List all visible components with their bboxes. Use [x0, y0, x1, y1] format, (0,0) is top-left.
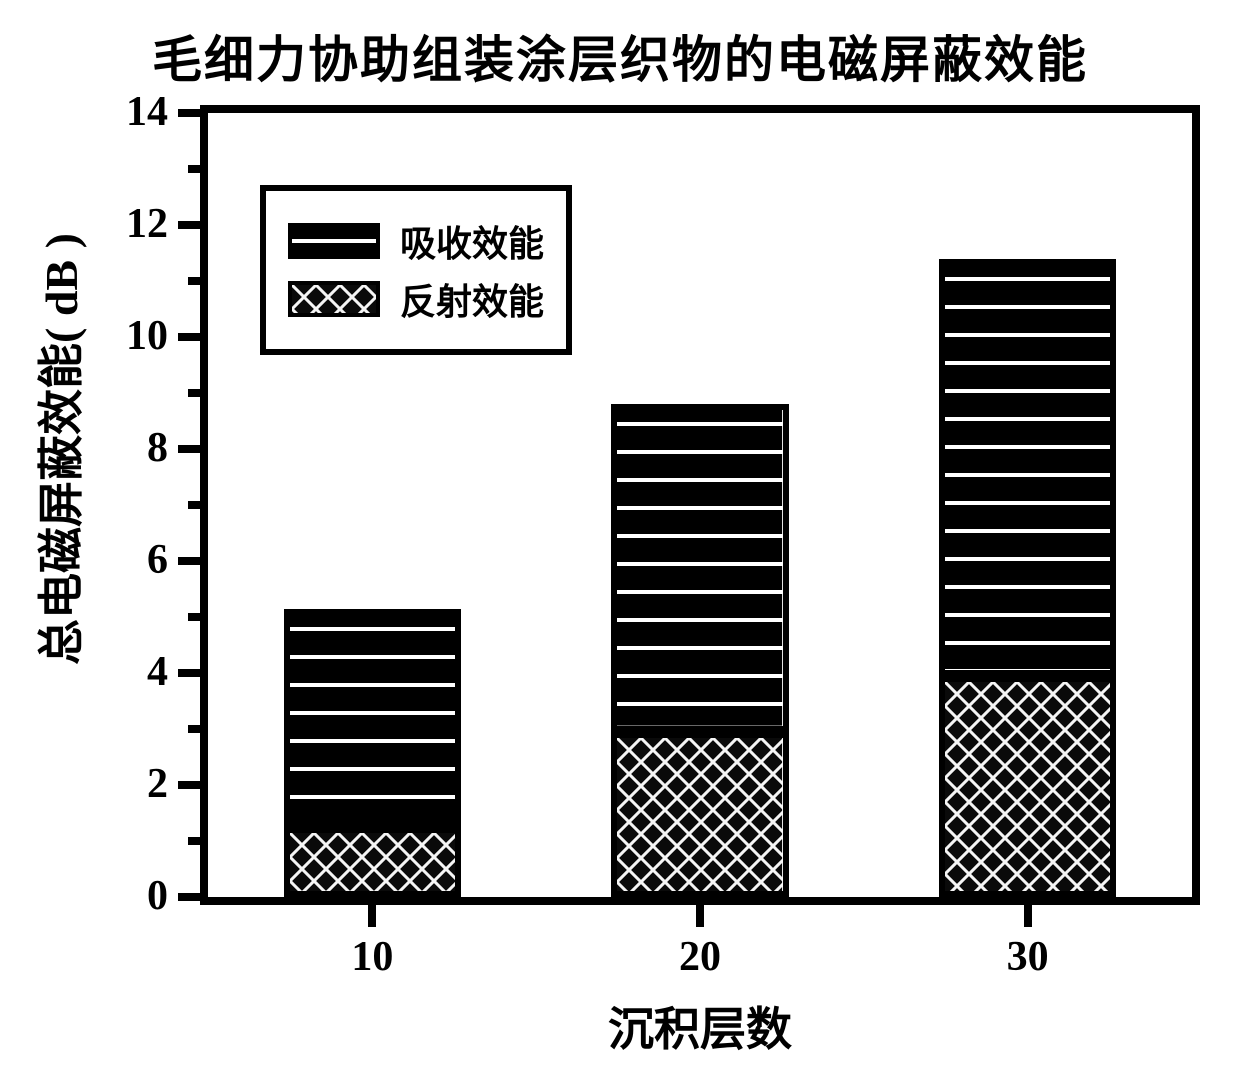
y-tick-label: 14 [88, 88, 168, 136]
x-tick-label: 20 [650, 933, 750, 981]
y-minor-tick [188, 501, 200, 509]
legend-label: 反射效能 [400, 273, 544, 325]
y-major-tick [178, 221, 200, 229]
chart-title: 毛细力协助组装涂层织物的电磁屏蔽效能 [0, 20, 1240, 92]
y-tick-label: 4 [88, 648, 168, 696]
y-minor-tick [188, 725, 200, 733]
y-major-tick [178, 669, 200, 677]
y-tick-label: 8 [88, 424, 168, 472]
y-tick-label: 6 [88, 536, 168, 584]
legend-swatch [288, 281, 380, 317]
y-minor-tick [188, 613, 200, 621]
bar-segment [284, 827, 461, 897]
x-major-tick [368, 905, 376, 927]
bar-segment [284, 609, 461, 827]
x-tick-label: 30 [978, 933, 1078, 981]
figure: 毛细力协助组装涂层织物的电磁屏蔽效能 总电磁屏蔽效能( dB ) 沉积层数 0 2… [0, 0, 1240, 1090]
legend: 吸收效能反射效能 [260, 185, 572, 355]
legend-item: 反射效能 [288, 273, 544, 325]
y-minor-tick [188, 165, 200, 173]
y-tick-label: 12 [88, 200, 168, 248]
x-axis-label: 沉积层数 [550, 993, 850, 1059]
legend-swatch [288, 223, 380, 259]
y-major-tick [178, 781, 200, 789]
y-major-tick [178, 333, 200, 341]
y-tick-label: 10 [88, 312, 168, 360]
y-tick-label: 2 [88, 760, 168, 808]
bar-segment [611, 732, 788, 897]
y-major-tick [178, 893, 200, 901]
x-major-tick [1024, 905, 1032, 927]
bar-segment [611, 404, 788, 732]
y-axis-label: 总电磁屏蔽效能( dB ) [25, 365, 91, 665]
y-major-tick [178, 557, 200, 565]
y-major-tick [178, 445, 200, 453]
y-minor-tick [188, 389, 200, 397]
y-minor-tick [188, 837, 200, 845]
x-major-tick [696, 905, 704, 927]
legend-item: 吸收效能 [288, 215, 544, 267]
bar-segment [939, 676, 1116, 897]
x-tick-label: 10 [322, 933, 422, 981]
bar-segment [939, 259, 1116, 676]
y-minor-tick [188, 277, 200, 285]
y-tick-label: 0 [88, 872, 168, 920]
legend-label: 吸收效能 [400, 215, 544, 267]
y-major-tick [178, 109, 200, 117]
